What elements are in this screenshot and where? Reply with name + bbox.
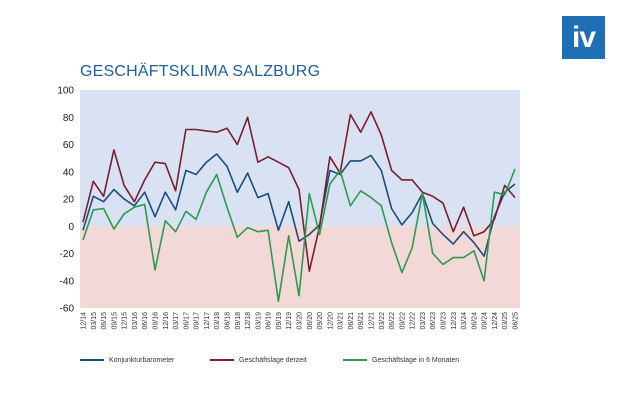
background-bands: [80, 90, 520, 308]
x-tick-label: 03/22: [379, 312, 386, 330]
y-tick-label: 60: [63, 140, 75, 151]
negative-band: [80, 226, 520, 308]
x-tick-label: 03/23: [420, 312, 427, 330]
legend-label: Konjunkturbarometer: [109, 356, 175, 364]
series-lines: [82, 111, 516, 303]
y-tick-label: -40: [60, 276, 75, 287]
x-tick-label: 06/23: [430, 312, 437, 330]
x-tick-label: 03/15: [91, 312, 98, 330]
x-tick-label: 09/20: [317, 312, 324, 330]
x-tick-label: 12/18: [245, 312, 252, 330]
legend-item: Geschäftslage in 6 Monaten: [343, 355, 459, 365]
x-tick-label: 09/17: [194, 312, 201, 330]
x-tick-label: 12/24: [492, 312, 499, 330]
x-tick-label: 12/15: [122, 312, 129, 330]
x-tick-label: 09/23: [441, 312, 448, 330]
chart-title: GESCHÄFTSKLIMA SALZBURG: [80, 63, 321, 80]
legend-swatch: [210, 359, 234, 361]
x-tick-label: 12/23: [451, 312, 458, 330]
x-tick-label: 03/21: [338, 312, 345, 330]
x-tick-label: 06/21: [348, 312, 355, 330]
y-tick-label: 40: [63, 167, 75, 178]
x-tick-label: 03/19: [255, 312, 262, 330]
x-tick-label: 12/22: [410, 312, 417, 330]
legend-label: Geschäftslage in 6 Monaten: [372, 356, 460, 364]
x-tick-label: 09/22: [399, 312, 406, 330]
series-line-1: [82, 153, 516, 258]
x-tick-label: 06/25: [513, 312, 520, 330]
x-tick-label: 06/24: [471, 312, 478, 330]
x-tick-label: 12/21: [369, 312, 376, 330]
legend-swatch: [343, 359, 367, 361]
legend-label: Geschäftslage derzeit: [239, 356, 307, 364]
x-tick-label: 06/22: [389, 312, 396, 330]
x-tick-label: 12/17: [204, 312, 211, 330]
y-tick-label: 0: [68, 222, 74, 233]
x-tick-label: 12/19: [286, 312, 293, 330]
legend-swatch: [80, 359, 104, 361]
x-tick-label: 06/17: [183, 312, 190, 330]
series-line-2: [82, 111, 516, 273]
x-tick-label: 09/18: [235, 312, 242, 330]
legend-item: Geschäftslage derzeit: [210, 355, 307, 365]
y-tick-label: 100: [57, 86, 74, 97]
x-tick-label: 06/18: [225, 312, 232, 330]
y-tick-label: 20: [63, 195, 75, 206]
x-tick-label: 12/16: [163, 312, 170, 330]
y-axis: 100 80 60 40 20 0 -20 -40 -60: [57, 86, 74, 315]
y-tick-label: 80: [63, 113, 75, 124]
x-tick-label: 12/14: [81, 312, 88, 330]
x-tick-label: 09/15: [111, 312, 118, 330]
x-tick-label: 09/19: [276, 312, 283, 330]
legend-item: Konjunkturbarometer: [80, 355, 174, 365]
x-tick-label: 06/15: [101, 312, 108, 330]
x-tick-label: 06/20: [307, 312, 314, 330]
y-tick-label: -60: [60, 304, 75, 315]
iv-logo: iv: [562, 16, 605, 59]
x-tick-label: 09/24: [482, 312, 489, 330]
x-tick-label: 12/20: [327, 312, 334, 330]
x-tick-label: 06/16: [142, 312, 149, 330]
x-axis: 12/14 03/15 06/15 09/15 12/15 03/16 06/16 09/16…: [81, 312, 520, 330]
positive-band: [80, 90, 520, 227]
x-tick-label: 03/20: [297, 312, 304, 330]
x-tick-label: 06/19: [266, 312, 273, 330]
x-tick-label: 03/17: [173, 312, 180, 330]
x-tick-label: 03/16: [132, 312, 139, 330]
series-line-3: [82, 168, 516, 303]
x-tick-label: 03/24: [461, 312, 468, 330]
x-tick-label: 09/21: [358, 312, 365, 330]
x-tick-label: 09/16: [153, 312, 160, 330]
x-tick-label: 03/25: [502, 312, 509, 330]
y-tick-label: -20: [60, 249, 75, 260]
x-tick-label: 03/18: [214, 312, 221, 330]
